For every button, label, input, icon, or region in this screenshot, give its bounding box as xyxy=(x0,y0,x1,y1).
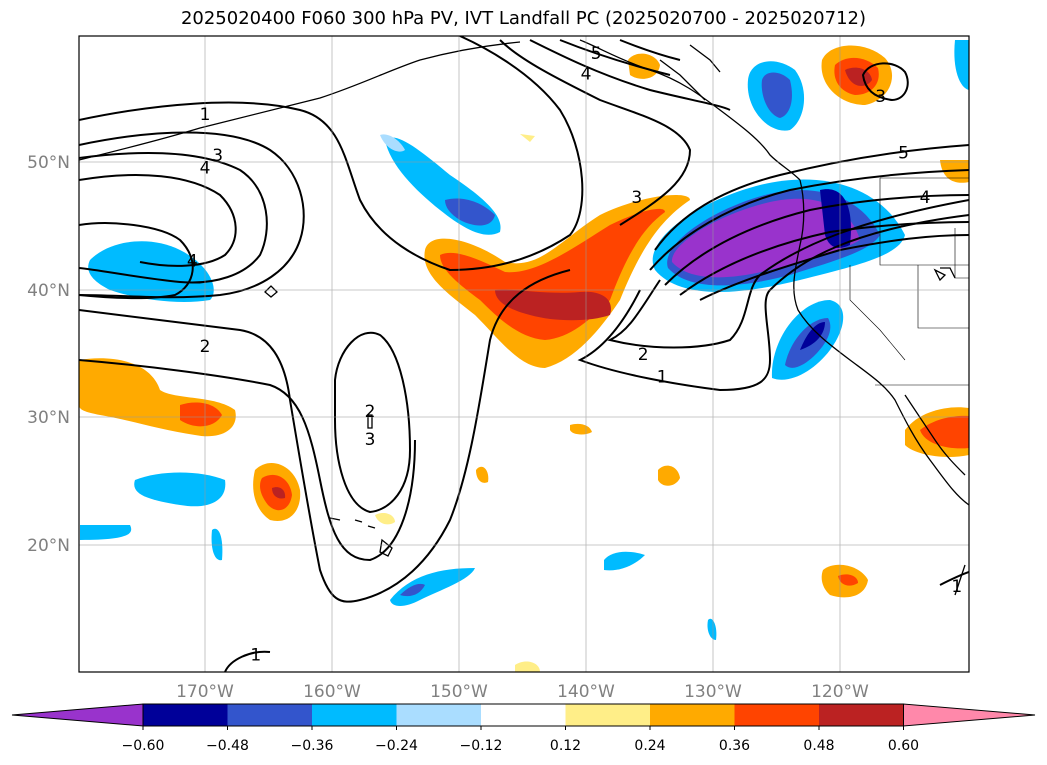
contour-label: 4 xyxy=(187,252,198,272)
colorbar-segment xyxy=(650,704,735,726)
pv-shading xyxy=(79,40,969,672)
colorbar-tick-label: 0.24 xyxy=(634,738,665,754)
colorbar-segment xyxy=(481,704,566,726)
lon-tick-label: 160°W xyxy=(303,682,361,702)
map-title: 2025020400 F060 300 hPa PV, IVT Landfall… xyxy=(180,8,867,29)
contour-label: 4 xyxy=(581,64,592,84)
colorbar-tick-label: 0.12 xyxy=(550,738,581,754)
contour-label: 3 xyxy=(212,146,223,166)
graticule xyxy=(79,36,969,672)
colorbar-tick-label: −0.48 xyxy=(206,738,249,754)
lat-tick-label: 50°N xyxy=(27,153,70,173)
political-boundaries xyxy=(849,177,969,386)
colorbar-frame xyxy=(142,703,904,727)
contour-label: 4 xyxy=(920,188,931,208)
colorbar-tick-label: 0.48 xyxy=(803,738,834,754)
contour-label: 3 xyxy=(631,188,642,208)
contour-label: 2 xyxy=(365,402,376,422)
map-frame xyxy=(78,35,970,673)
lat-tick-label: 30°N xyxy=(27,408,70,428)
contour-label: 3 xyxy=(875,87,886,107)
colorbar-tick-label: 0.60 xyxy=(888,738,919,754)
lat-tick-label: 20°N xyxy=(27,536,70,556)
lon-tick-label: 130°W xyxy=(684,682,742,702)
lon-tick-label: 140°W xyxy=(557,682,615,702)
colorbar-segment xyxy=(819,704,904,726)
colorbar-segment xyxy=(734,704,819,726)
colorbar-segment xyxy=(143,704,228,726)
lon-tick-label: 150°W xyxy=(430,682,488,702)
lon-tick-label: 170°W xyxy=(176,682,234,702)
colorbar-segment xyxy=(312,704,397,726)
contour-label: 1 xyxy=(951,577,962,597)
contour-label: 5 xyxy=(591,44,602,64)
lon-tick-labels: 170°W 160°W 150°W 140°W 130°W 120°W xyxy=(176,682,869,702)
contour-label: 3 xyxy=(365,430,376,450)
colorbar-tick-label: −0.24 xyxy=(375,738,418,754)
colorbar-tick-label: −0.36 xyxy=(291,738,334,754)
contour-label: 1 xyxy=(657,368,668,388)
contour-label: 1 xyxy=(250,646,261,666)
contour-lines xyxy=(79,36,969,672)
coastlines xyxy=(79,39,969,596)
contour-label: 5 xyxy=(898,143,909,163)
colorbar-extend-right xyxy=(903,703,1036,727)
colorbar-tick-labels: −0.60 −0.48 −0.36 −0.24 −0.12 0.12 0.24 0.36 0.4… xyxy=(122,726,919,754)
colorbar xyxy=(11,703,1036,727)
contour-label: 2 xyxy=(638,345,649,365)
colorbar-segment xyxy=(396,704,481,726)
contour-label: 2 xyxy=(200,337,211,357)
colorbar-extend-left xyxy=(11,703,144,727)
colorbar-segment xyxy=(565,704,650,726)
lat-tick-labels: 50°N 40°N 30°N 20°N xyxy=(27,153,70,556)
contour-label: 1 xyxy=(200,105,211,125)
lat-tick-label: 40°N xyxy=(27,281,70,301)
colorbar-tick-label: −0.60 xyxy=(122,738,165,754)
lon-tick-label: 120°W xyxy=(811,682,869,702)
contour-label: 4 xyxy=(200,159,211,179)
colorbar-tick-label: 0.36 xyxy=(719,738,750,754)
colorbar-tick-label: −0.12 xyxy=(460,738,503,754)
colorbar-segment xyxy=(227,704,312,726)
